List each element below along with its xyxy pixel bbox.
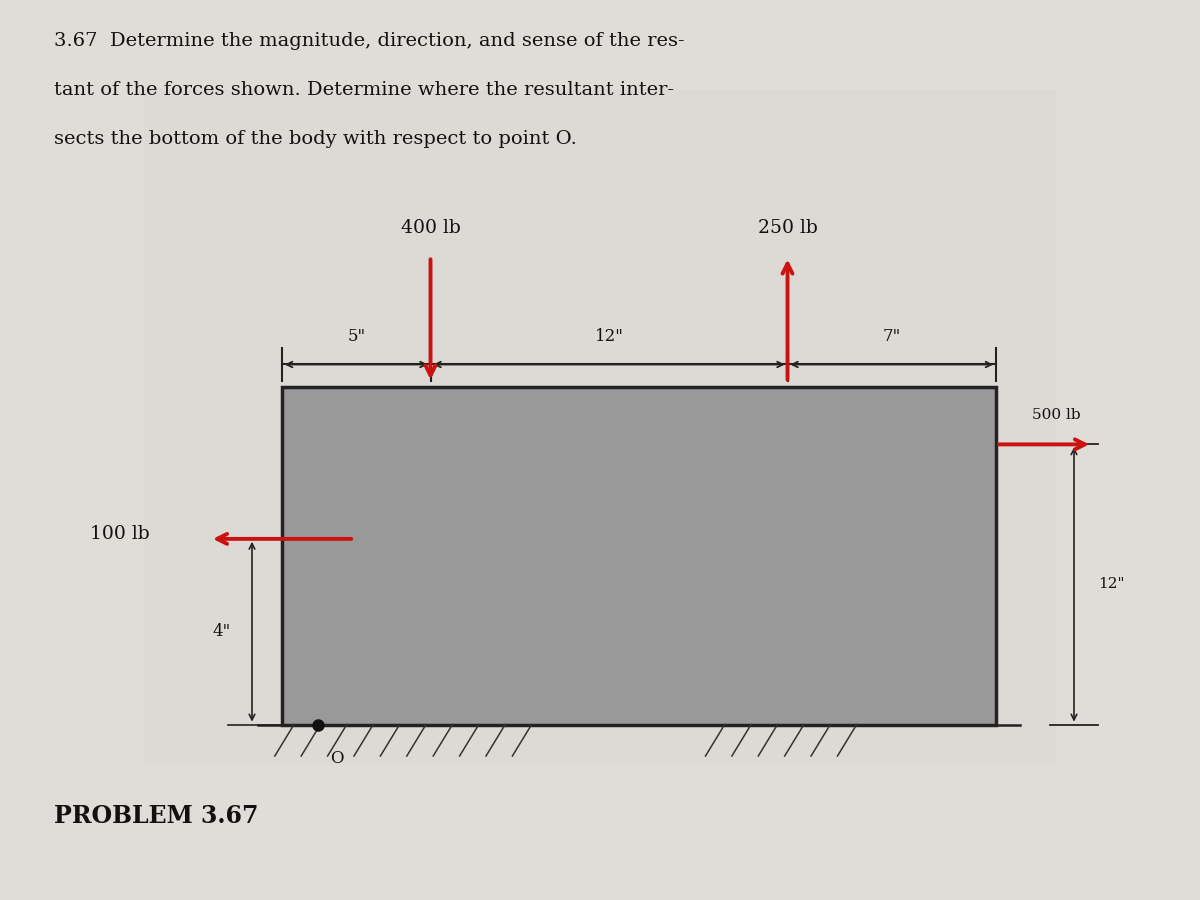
Text: 100 lb: 100 lb <box>90 526 150 544</box>
Text: tant of the forces shown. Determine where the resultant inter-: tant of the forces shown. Determine wher… <box>54 81 674 99</box>
Text: 4": 4" <box>212 623 232 640</box>
Text: 400 lb: 400 lb <box>401 219 461 237</box>
Text: sects the bottom of the body with respect to point O.: sects the bottom of the body with respec… <box>54 130 577 148</box>
Bar <box>282 387 996 724</box>
Text: 500 lb: 500 lb <box>1032 408 1080 422</box>
Text: 12": 12" <box>1098 578 1124 591</box>
Text: O: O <box>330 750 343 767</box>
Text: PROBLEM 3.67: PROBLEM 3.67 <box>54 804 258 828</box>
Text: 3.67  Determine the magnitude, direction, and sense of the res-: 3.67 Determine the magnitude, direction,… <box>54 32 685 50</box>
Text: 5": 5" <box>347 328 365 345</box>
Text: 7": 7" <box>883 328 901 345</box>
Text: 250 lb: 250 lb <box>757 219 817 237</box>
Text: 12": 12" <box>594 328 624 345</box>
Bar <box>144 90 1056 765</box>
